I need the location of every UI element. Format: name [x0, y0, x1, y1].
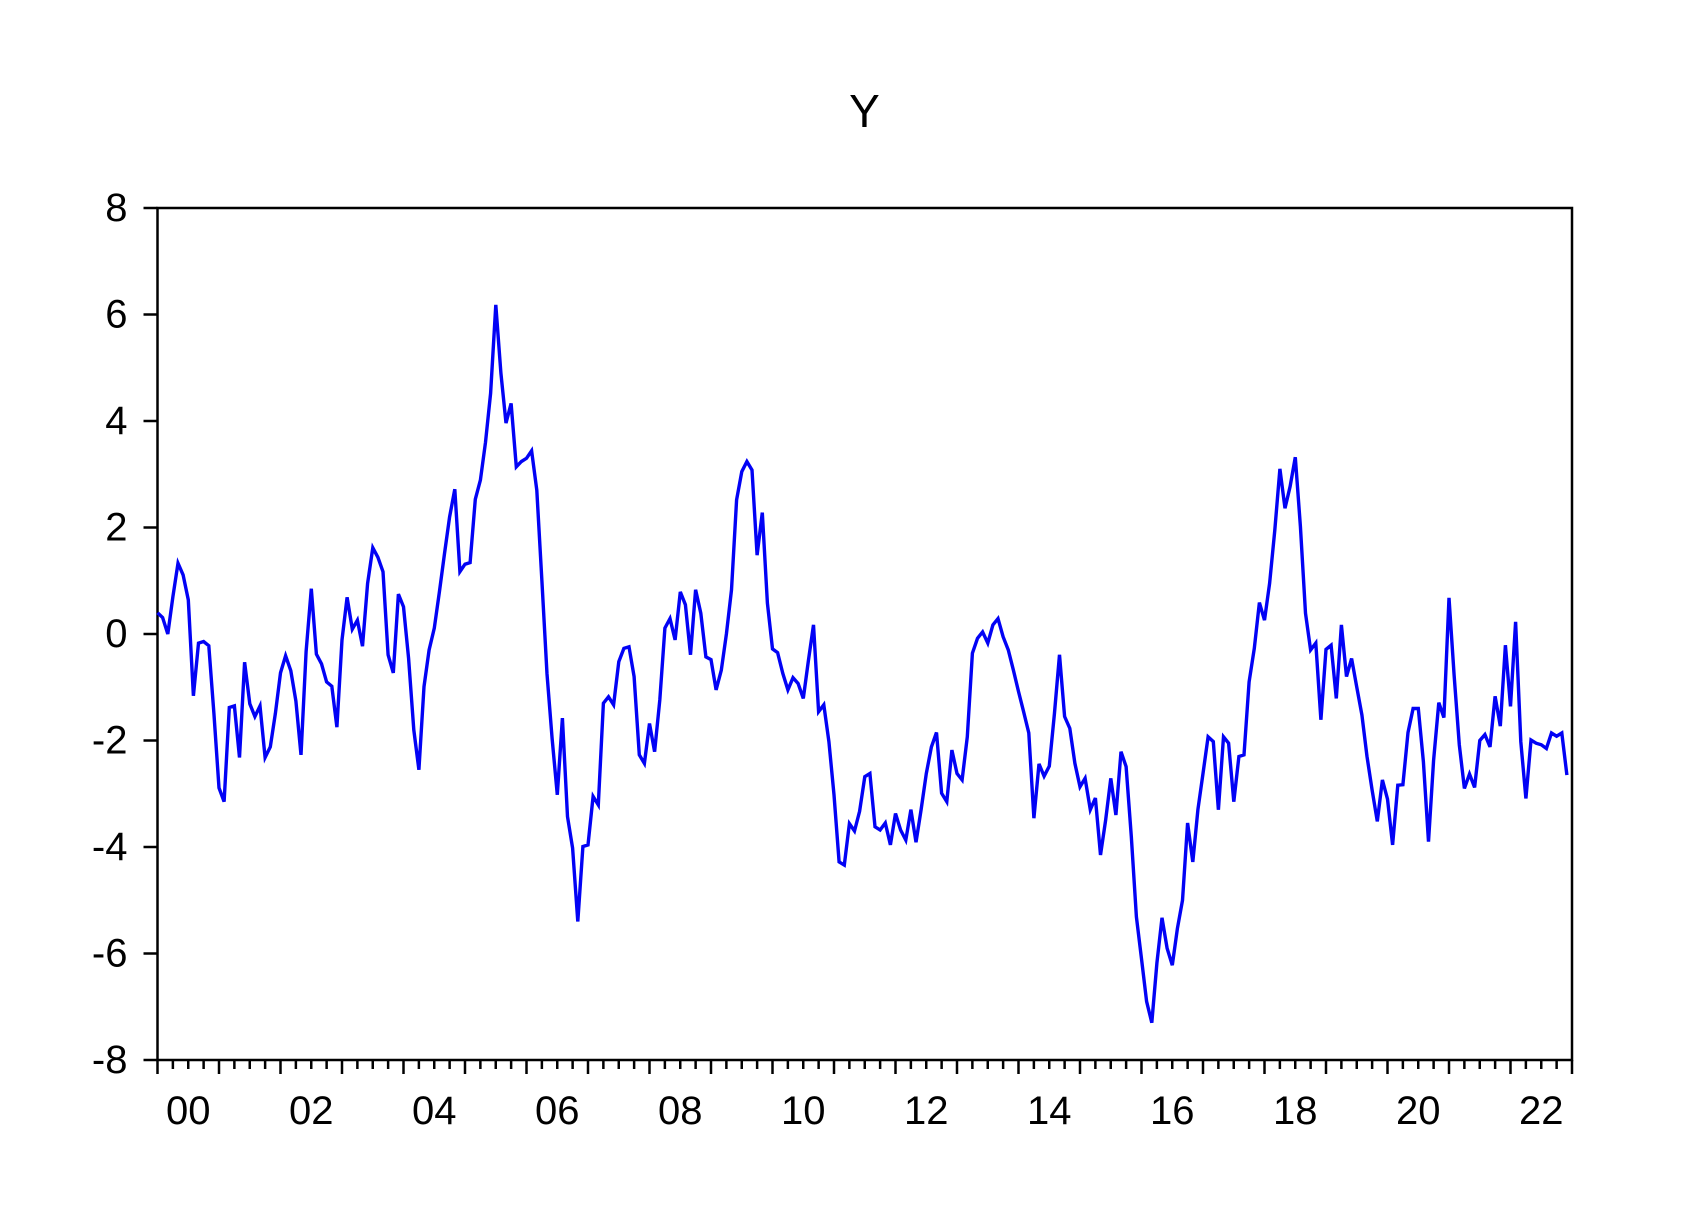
x-tick-label: 20: [1396, 1089, 1441, 1133]
x-tick-label: 04: [412, 1089, 457, 1133]
y-tick-label: -2: [92, 719, 128, 763]
x-tick-label: 18: [1273, 1089, 1318, 1133]
x-tick-label: 06: [535, 1089, 580, 1133]
y-tick-label: 8: [105, 186, 127, 230]
plot-frame: [156, 206, 1574, 1062]
y-tick-label: -6: [92, 932, 128, 976]
x-tick-label: 14: [1027, 1089, 1072, 1133]
x-tick-label: 22: [1519, 1089, 1564, 1133]
y-tick-label: 2: [105, 506, 127, 550]
y-tick-label: 0: [105, 612, 127, 656]
y-tick-label: -4: [92, 825, 128, 869]
x-tick-label: 16: [1150, 1089, 1195, 1133]
x-tick-label: 08: [658, 1089, 703, 1133]
chart-title: Y: [849, 85, 880, 137]
x-tick-label: 02: [289, 1089, 334, 1133]
y-tick-label: 6: [105, 293, 127, 337]
y-tick-label: -8: [92, 1038, 128, 1082]
y-tick-label: 4: [105, 399, 127, 443]
x-tick-label: 00: [166, 1089, 211, 1133]
x-tick-label: 12: [904, 1089, 949, 1133]
series-line-y: [156, 304, 1569, 1024]
x-tick-label: 10: [781, 1089, 826, 1133]
